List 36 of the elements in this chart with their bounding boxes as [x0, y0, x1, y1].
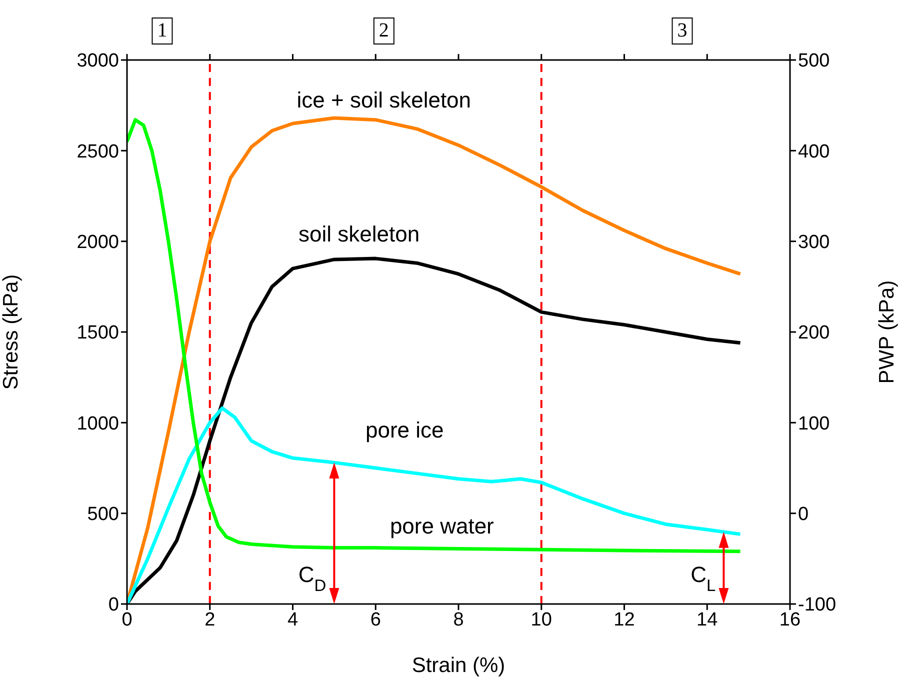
y-tick-label: 500: [87, 504, 119, 526]
series-label: soil skeleton: [298, 222, 420, 247]
x-tick-label: 2: [204, 609, 216, 630]
y2-tick-label: 400: [798, 141, 830, 162]
text: 3: [677, 20, 688, 42]
y2-tick-label: -100: [798, 594, 836, 616]
series-label: pore water: [390, 514, 494, 539]
text: 1: [157, 20, 168, 42]
y2-tick-label: 100: [798, 413, 830, 434]
x-tick-label: 16: [779, 609, 801, 630]
series-label: pore ice: [365, 418, 444, 443]
y2-tick-label: 500: [798, 50, 830, 72]
x-tick-label: 0: [122, 609, 132, 630]
y-tick-label: 3000: [76, 50, 119, 72]
y-tick-label: 2000: [76, 232, 119, 254]
x-tick-label: 10: [530, 609, 552, 630]
x-tick-label: 12: [614, 609, 635, 630]
y-axis-title: Stress (kPa): [0, 274, 22, 390]
x-tick-label: 8: [453, 609, 464, 630]
y2-tick-label: 300: [798, 232, 830, 254]
y-tick-label: 2500: [76, 141, 119, 162]
x-tick-label: 6: [370, 609, 381, 630]
annotation: C$_{D}$: [298, 562, 326, 595]
x-axis-title: Strain (%): [412, 654, 506, 677]
annotation: C$_{L}$: [690, 562, 716, 595]
x-tick-label: 14: [696, 609, 718, 630]
text: 2: [378, 20, 389, 42]
y2-tick-label: 200: [798, 322, 830, 344]
y2-axis-title: PWP (kPa): [875, 280, 898, 384]
y2-tick-label: 0: [798, 504, 809, 526]
series-label: ice + soil skeleton: [296, 88, 472, 113]
x-tick-label: 4: [287, 609, 298, 630]
line-series: [127, 406, 742, 604]
y-tick-label: 0: [108, 594, 119, 616]
y-tick-label: 1000: [76, 413, 119, 434]
y-tick-label: 1500: [76, 322, 119, 344]
